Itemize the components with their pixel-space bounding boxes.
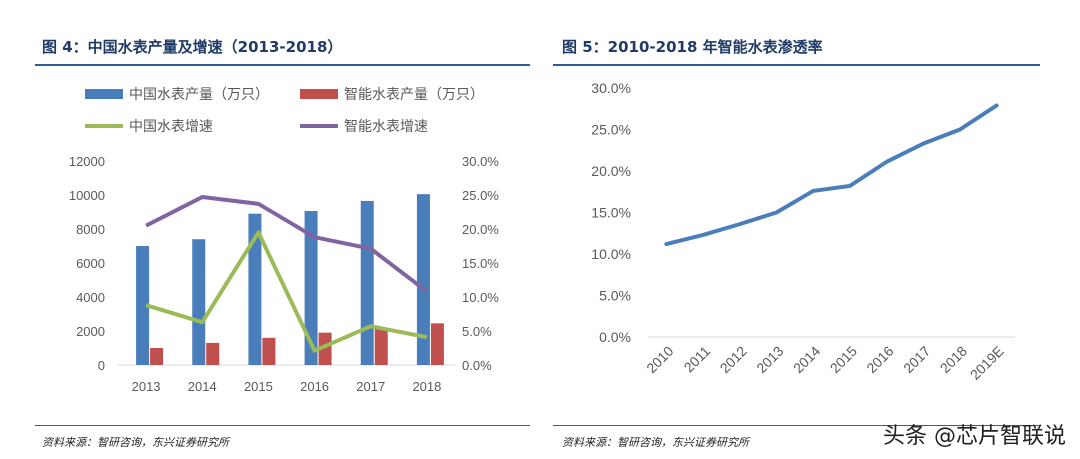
divider <box>35 64 530 66</box>
legend-label: 智能水表产量（万只） <box>344 86 484 102</box>
y-tick-label: 10.0% <box>591 246 631 262</box>
bar-total <box>416 194 430 365</box>
x-tick-label: 2016 <box>300 379 329 394</box>
x-tick-label: 2015 <box>827 343 860 376</box>
y2-tick-label: 0.0% <box>462 358 492 373</box>
legend-label: 中国水表增速 <box>129 118 213 134</box>
y-tick-label: 0 <box>98 358 105 373</box>
x-tick-label: 2019E <box>967 343 1007 383</box>
bar-smart <box>430 323 444 365</box>
x-tick-label: 2015 <box>244 379 273 394</box>
bar-smart <box>262 337 276 365</box>
legend-swatch <box>300 89 338 99</box>
bar-smart <box>150 348 164 365</box>
right-source: 资料来源：智研咨询，东兴证券研究所 <box>562 436 749 449</box>
x-tick-label: 2013 <box>753 343 786 376</box>
y-tick-label: 2000 <box>76 324 105 339</box>
divider <box>553 64 1040 66</box>
y2-tick-label: 30.0% <box>462 154 499 169</box>
bar-total <box>248 213 262 365</box>
y-tick-label: 10000 <box>69 188 105 203</box>
left-source: 资料来源：智研咨询，东兴证券研究所 <box>42 436 229 449</box>
legend-label: 中国水表产量（万只） <box>129 86 269 102</box>
bar-smart <box>374 327 388 365</box>
y-tick-label: 20.0% <box>591 163 631 179</box>
legend-label: 智能水表增速 <box>344 118 428 134</box>
x-tick-label: 2014 <box>188 379 217 394</box>
right-chart-title: 图 5：2010-2018 年智能水表渗透率 <box>562 38 823 56</box>
y2-tick-label: 5.0% <box>462 324 492 339</box>
y-tick-label: 25.0% <box>591 122 631 138</box>
line-smart-growth <box>145 195 429 294</box>
line-total-growth <box>145 230 428 353</box>
y2-tick-label: 15.0% <box>462 256 499 271</box>
bar-total <box>304 210 318 365</box>
divider <box>35 425 530 426</box>
x-tick-label: 2018 <box>937 343 970 376</box>
bar-smart <box>318 332 332 365</box>
y2-tick-label: 20.0% <box>462 222 499 237</box>
watermark: 头条 @芯片智联说 <box>883 424 1066 449</box>
x-tick-label: 2010 <box>643 343 676 376</box>
bar-total <box>136 246 150 365</box>
x-tick-label: 2017 <box>900 343 933 376</box>
bar-total <box>360 200 374 365</box>
y-tick-label: 30.0% <box>591 80 631 96</box>
y-tick-label: 0.0% <box>599 329 631 345</box>
y-tick-label: 12000 <box>69 154 105 169</box>
x-tick-label: 2012 <box>717 343 750 376</box>
divider <box>553 425 1040 426</box>
x-tick-label: 2018 <box>412 379 441 394</box>
x-tick-label: 2017 <box>356 379 385 394</box>
bar-smart <box>206 342 220 365</box>
y2-tick-label: 10.0% <box>462 290 499 305</box>
y-tick-label: 5.0% <box>599 288 631 304</box>
y-tick-label: 8000 <box>76 222 105 237</box>
y-tick-label: 4000 <box>76 290 105 305</box>
y2-tick-label: 25.0% <box>462 188 499 203</box>
left-chart-title: 图 4：中国水表产量及增速（2013-2018） <box>42 38 343 56</box>
line-penetration-rate <box>664 103 999 247</box>
legend-swatch <box>85 89 123 99</box>
x-tick-label: 2014 <box>790 343 823 376</box>
x-tick-label: 2016 <box>863 343 896 376</box>
y-tick-label: 15.0% <box>591 205 631 221</box>
x-tick-label: 2011 <box>681 343 714 376</box>
y-tick-label: 6000 <box>76 256 105 271</box>
x-tick-label: 2013 <box>132 379 161 394</box>
bar-total <box>192 239 206 365</box>
